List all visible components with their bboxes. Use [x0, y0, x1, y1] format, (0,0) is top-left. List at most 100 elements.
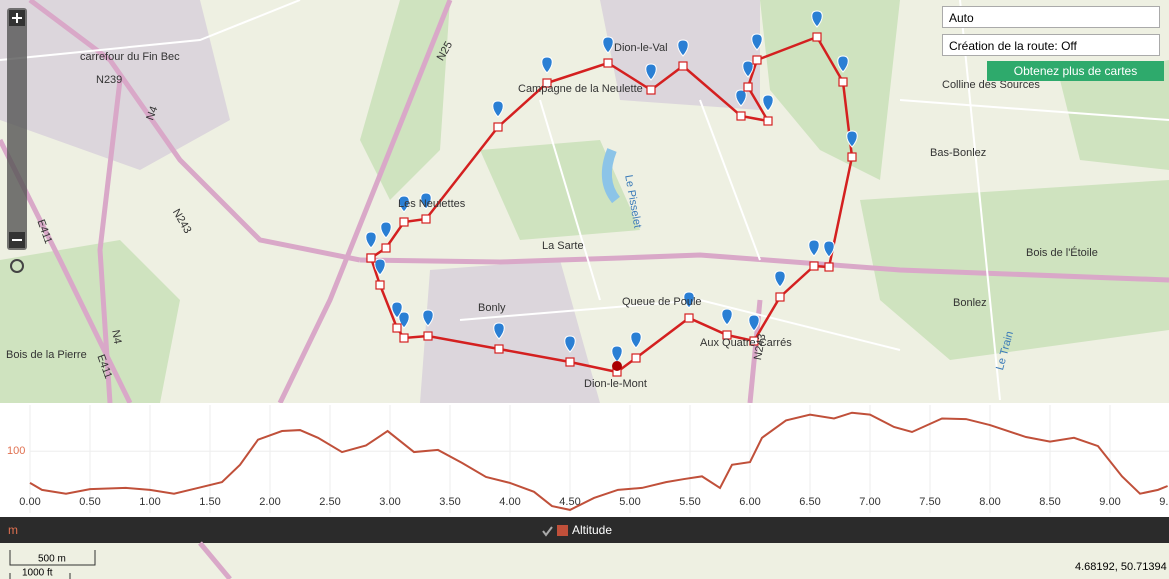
profile-footer: [0, 517, 1169, 543]
waypoint: [542, 78, 552, 88]
lower-map: [0, 543, 1169, 579]
scale-metric: 500 m: [38, 554, 66, 565]
forest-areas: [0, 0, 1169, 403]
map-label: Dion-le-Val: [614, 42, 668, 54]
more-maps-button[interactable]: Obtenez plus de cartes: [987, 61, 1164, 81]
elevation-profile: 100 0.00 0.50 1.00 1.50 2.00 2.50 3.00 3.50 4.00 4…: [7, 405, 1169, 513]
scale-imperial: 1000 ft: [22, 568, 53, 579]
pin: [541, 56, 553, 74]
waypoint: [392, 323, 402, 333]
pin: [602, 36, 614, 54]
waypoint: [809, 261, 819, 271]
waypoint: [375, 280, 385, 290]
map-label: Campagne de la Neulette: [518, 83, 643, 95]
map-label: Aux Quatre Carrés: [700, 337, 792, 349]
waypoint: [752, 55, 762, 65]
waypoint: [421, 214, 431, 224]
map-label: Queue de Poule: [622, 296, 702, 308]
waypoint: [381, 243, 391, 253]
x-tick-label: 1.00: [139, 496, 160, 508]
pin: [742, 60, 754, 78]
map-label: carrefour du Fin Bec: [80, 51, 180, 63]
start-marker: [612, 361, 622, 371]
pin: [721, 308, 733, 326]
pin: [811, 10, 823, 28]
x-tick-label: 7.50: [919, 496, 940, 508]
coordinates: 4.68192, 50.71394: [1075, 561, 1167, 573]
locate-button[interactable]: [10, 259, 24, 273]
pin: [677, 39, 689, 57]
pond: [601, 148, 621, 204]
waypoint: [678, 61, 688, 71]
x-tick-label: 9.50: [1159, 496, 1169, 508]
pin: [398, 195, 410, 213]
x-tick-label: 8.50: [1039, 496, 1060, 508]
pin: [823, 240, 835, 258]
pin: [492, 100, 504, 118]
pin: [751, 33, 763, 51]
zoom-bar[interactable]: [7, 8, 27, 250]
map-label: Bois de l'Étoile: [1026, 246, 1098, 259]
pin: [846, 130, 858, 148]
waypoint: [646, 85, 656, 95]
x-tick-label: 0.00: [19, 496, 40, 508]
map-label: Bas-Bonlez: [930, 147, 986, 159]
legend-label[interactable]: Altitude: [572, 523, 612, 537]
pin: [630, 331, 642, 349]
x-tick-label: 0.50: [79, 496, 100, 508]
pin: [611, 345, 623, 363]
waypoint: [722, 330, 732, 340]
waypoint: [743, 82, 753, 92]
waypoint: [366, 253, 376, 263]
x-tick-label: 6.00: [739, 496, 760, 508]
x-tick-label: 8.00: [979, 496, 1000, 508]
waypoint: [775, 292, 785, 302]
map-type-select[interactable]: Auto: [942, 6, 1160, 28]
map-label: Les Neulettes: [398, 198, 466, 210]
x-tick-label: 4.50: [559, 496, 580, 508]
map-label: N239: [96, 74, 122, 86]
pin: [391, 301, 403, 319]
waypoint: [847, 152, 857, 162]
pin: [774, 270, 786, 288]
waypoint: [399, 333, 409, 343]
waypoint: [565, 357, 575, 367]
map-label: Bonlez: [953, 297, 987, 309]
pin: [735, 89, 747, 107]
x-tick-label: 2.00: [259, 496, 280, 508]
pin: [837, 55, 849, 73]
scale-bar: [9, 550, 96, 579]
elevation-line: [29, 411, 1168, 511]
legend-swatch[interactable]: [557, 525, 568, 536]
x-tick-label: 7.00: [859, 496, 880, 508]
x-tick-label: 5.50: [679, 496, 700, 508]
route-creation-select[interactable]: Création de la route: Off: [942, 34, 1160, 56]
pin: [762, 94, 774, 112]
x-tick-label: 9.00: [1099, 496, 1120, 508]
pin: [380, 221, 392, 239]
pin: [422, 309, 434, 327]
y-tick-label: 100: [7, 445, 25, 457]
pin: [748, 314, 760, 332]
lower-road: [198, 541, 232, 579]
map-label: La Sarte: [542, 240, 584, 252]
pin: [645, 63, 657, 81]
x-tick-label: 3.00: [379, 496, 400, 508]
legend-check[interactable]: [542, 526, 553, 537]
waypoint: [631, 353, 641, 363]
waypoint: [493, 122, 503, 132]
zoom-control: [7, 8, 27, 273]
x-tick-label: 1.50: [199, 496, 220, 508]
map-label: N243: [752, 333, 768, 361]
x-tick-label: 6.50: [799, 496, 820, 508]
map-label: N4: [144, 105, 160, 122]
plus-icon: [12, 13, 22, 23]
x-tick-label: 4.00: [499, 496, 520, 508]
pin: [420, 192, 432, 210]
pin: [683, 291, 695, 309]
waypoint: [494, 344, 504, 354]
map-label: Bois de la Pierre: [6, 349, 87, 361]
x-tick-label: 5.00: [619, 496, 640, 508]
map-label: Colline des Sources: [942, 79, 1040, 91]
